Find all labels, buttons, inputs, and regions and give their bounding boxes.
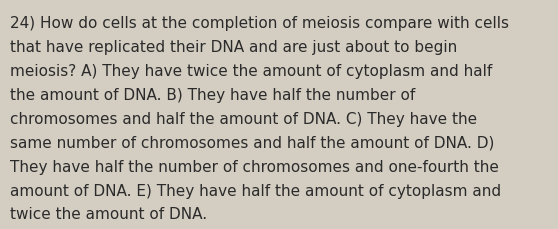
Text: They have half the number of chromosomes and one-fourth the: They have half the number of chromosomes… <box>10 159 499 174</box>
Text: chromosomes and half the amount of DNA. C) They have the: chromosomes and half the amount of DNA. … <box>10 111 477 126</box>
Text: 24) How do cells at the completion of meiosis compare with cells: 24) How do cells at the completion of me… <box>10 16 509 31</box>
Text: meiosis? A) They have twice the amount of cytoplasm and half: meiosis? A) They have twice the amount o… <box>10 64 492 79</box>
Text: amount of DNA. E) They have half the amount of cytoplasm and: amount of DNA. E) They have half the amo… <box>10 183 501 198</box>
Text: same number of chromosomes and half the amount of DNA. D): same number of chromosomes and half the … <box>10 135 494 150</box>
Text: the amount of DNA. B) They have half the number of: the amount of DNA. B) They have half the… <box>10 87 415 102</box>
Text: twice the amount of DNA.: twice the amount of DNA. <box>10 207 207 221</box>
Text: that have replicated their DNA and are just about to begin: that have replicated their DNA and are j… <box>10 40 458 55</box>
